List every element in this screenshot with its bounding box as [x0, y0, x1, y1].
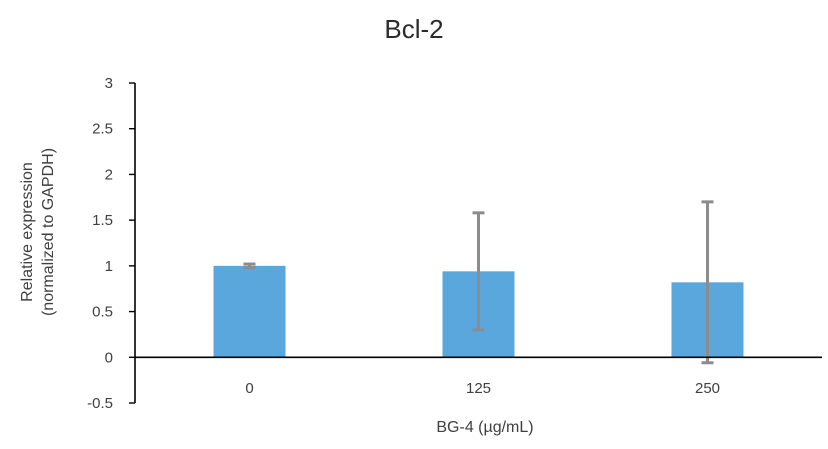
- y-tick-label: 0: [105, 349, 113, 366]
- x-axis-ticks: 0 125 250: [245, 380, 720, 397]
- y-tick-label: 1.5: [92, 212, 113, 229]
- x-tick-label: 250: [695, 380, 720, 397]
- y-tick-label: 2: [105, 166, 113, 183]
- chart-title: Bcl-2: [384, 14, 443, 44]
- y-tick-label: 0.5: [92, 304, 113, 321]
- y-tick-label: 1: [105, 258, 113, 275]
- y-axis-label-line-1: Relative expression: [19, 162, 36, 302]
- x-tick-label: 125: [466, 380, 491, 397]
- y-axis-label-line-2: (normalized to GAPDH): [40, 148, 57, 316]
- y-tick-label: -0.5: [87, 395, 113, 412]
- bar: [213, 265, 286, 358]
- error-bars-group: [243, 200, 714, 365]
- x-axis-label: BG-4 (µg/mL): [436, 419, 533, 436]
- y-axis-label: Relative expression (normalized to GAPDH…: [19, 148, 57, 316]
- y-axis-ticks: 3 2.5 2 1.5 1 0.5 0 -0.5: [87, 75, 135, 412]
- y-tick-label: 2.5: [92, 121, 113, 138]
- x-tick-label: 0: [245, 380, 253, 397]
- y-tick-label: 3: [105, 75, 113, 92]
